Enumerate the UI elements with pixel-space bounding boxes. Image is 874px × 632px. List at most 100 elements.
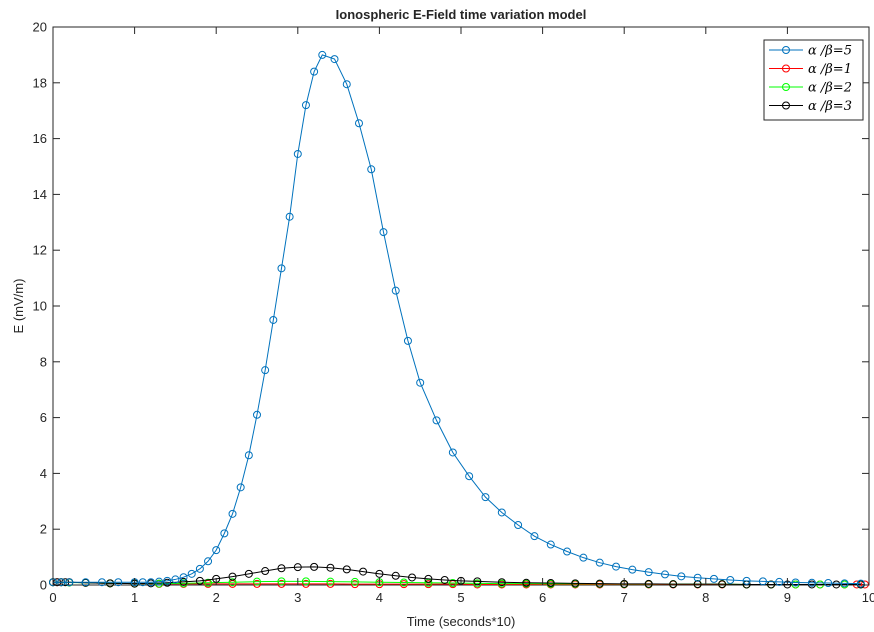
- data-point: [440, 575, 449, 584]
- data-point: [277, 579, 286, 588]
- data-point: [399, 578, 408, 587]
- data-point: [204, 578, 213, 587]
- data-point: [293, 149, 302, 158]
- data-point: [758, 577, 767, 586]
- data-point: [497, 508, 506, 517]
- data-point: [106, 579, 115, 588]
- data-point: [391, 286, 400, 295]
- data-point: [253, 410, 261, 419]
- legend-entry: α /β=1: [769, 62, 852, 77]
- legend-label: α /β=5: [808, 44, 852, 59]
- x-tick-label: 3: [294, 590, 301, 605]
- data-point: [301, 101, 310, 110]
- y-axis-label: E (mV/m): [11, 279, 26, 334]
- data-point: [277, 564, 286, 573]
- data-point: [693, 580, 702, 589]
- x-tick-label: 0: [49, 590, 56, 605]
- x-tick-label: 2: [213, 590, 220, 605]
- y-tick-label: 6: [40, 410, 47, 425]
- chart-title: Ionospheric E-Field time variation model: [336, 7, 587, 22]
- data-point: [644, 579, 653, 588]
- y-tick-label: 20: [33, 20, 47, 35]
- data-point: [514, 521, 523, 530]
- y-tick-label: 10: [33, 299, 47, 314]
- data-point: [179, 573, 188, 582]
- data-point: [391, 571, 400, 580]
- data-point: [546, 540, 555, 549]
- data-point: [677, 572, 686, 581]
- data-point: [359, 567, 368, 576]
- y-tick-label: 14: [33, 187, 47, 202]
- data-point: [277, 264, 286, 273]
- data-point: [767, 580, 776, 589]
- data-point: [497, 578, 506, 587]
- y-tick-label: 0: [40, 578, 47, 593]
- plot-area: [52, 26, 870, 586]
- y-tick-label: 18: [33, 75, 47, 90]
- legend: α /β=5 α /β=1 α /β=2 α /β=3: [763, 39, 864, 121]
- data-point: [709, 574, 718, 583]
- data-point: [481, 493, 490, 502]
- data-point: [432, 416, 441, 425]
- data-point: [155, 577, 164, 586]
- data-point: [473, 579, 482, 588]
- data-point: [326, 563, 335, 572]
- data-point: [742, 576, 751, 585]
- legend-swatch-marker: [782, 46, 790, 54]
- x-tick-label: 4: [376, 590, 383, 605]
- data-point: [65, 578, 74, 587]
- legend-label: α /β=3: [808, 99, 852, 114]
- series-layer: [49, 50, 869, 589]
- data-point: [253, 577, 261, 586]
- y-tick-label: 4: [40, 466, 47, 481]
- data-point: [563, 547, 572, 556]
- legend-swatch-marker: [782, 83, 790, 91]
- x-tick-label: 1: [131, 590, 138, 605]
- x-tick-label: 8: [702, 590, 709, 605]
- data-point: [628, 565, 637, 574]
- data-point: [350, 577, 359, 586]
- data-point: [163, 576, 172, 585]
- series-line: [53, 566, 861, 585]
- data-point: [310, 67, 319, 76]
- data-point: [379, 228, 388, 237]
- data-point: [171, 575, 180, 584]
- data-point: [416, 378, 425, 387]
- data-point: [424, 574, 433, 583]
- y-tick-label: 8: [40, 354, 47, 369]
- data-point: [403, 336, 412, 345]
- data-point: [195, 564, 204, 573]
- data-point: [228, 572, 237, 581]
- data-point: [595, 579, 604, 588]
- data-point: [195, 576, 204, 585]
- data-point: [367, 165, 376, 174]
- data-point: [138, 578, 147, 587]
- data-point: [244, 569, 253, 578]
- data-point: [669, 580, 678, 589]
- data-point: [860, 580, 869, 589]
- data-point: [228, 509, 237, 518]
- data-point: [530, 532, 539, 541]
- data-point: [448, 448, 457, 457]
- data-point: [661, 570, 669, 579]
- data-point: [220, 529, 229, 538]
- data-point: [228, 578, 237, 587]
- data-point: [57, 578, 66, 587]
- series-4: [49, 562, 865, 589]
- data-point: [163, 578, 172, 587]
- data-point: [350, 580, 359, 589]
- legend-swatch-marker: [782, 101, 790, 110]
- data-point: [114, 578, 123, 587]
- legend-entry: α /β=3: [769, 99, 852, 114]
- legend-label: α /β=2: [808, 81, 852, 96]
- data-point: [81, 578, 90, 587]
- data-point: [522, 578, 531, 587]
- data-point: [579, 553, 588, 562]
- data-point: [644, 568, 653, 577]
- data-point: [718, 580, 727, 589]
- data-point: [261, 567, 270, 576]
- data-point: [791, 578, 800, 587]
- data-point: [612, 562, 621, 571]
